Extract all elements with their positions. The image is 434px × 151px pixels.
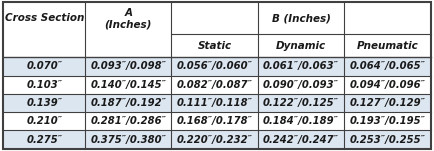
Text: 0.061″/0.063″: 0.061″/0.063″ — [263, 61, 339, 71]
Text: 0.168″/0.178″: 0.168″/0.178″ — [177, 116, 253, 126]
Text: 0.375″/0.380″: 0.375″/0.380″ — [90, 135, 166, 145]
Text: 0.127″/0.129″: 0.127″/0.129″ — [349, 98, 425, 108]
Text: 0.253″/0.255″: 0.253″/0.255″ — [349, 135, 425, 145]
Bar — [3, 57, 431, 76]
Text: 0.093″/0.098″: 0.093″/0.098″ — [90, 61, 166, 71]
Text: 0.139″: 0.139″ — [26, 98, 62, 108]
Text: 0.094″/0.096″: 0.094″/0.096″ — [349, 80, 425, 90]
Text: Cross Section: Cross Section — [5, 13, 84, 23]
Text: 0.111″/0.118″: 0.111″/0.118″ — [177, 98, 253, 108]
Text: 0.187″/0.192″: 0.187″/0.192″ — [90, 98, 166, 108]
Text: 0.281″/0.286″: 0.281″/0.286″ — [90, 116, 166, 126]
Text: 0.242″/0.247″: 0.242″/0.247″ — [263, 135, 339, 145]
Bar — [3, 130, 431, 149]
Bar — [3, 34, 431, 57]
Text: 0.122″/0.125″: 0.122″/0.125″ — [263, 98, 339, 108]
Text: Static: Static — [197, 41, 232, 51]
Text: 0.064″/0.065″: 0.064″/0.065″ — [349, 61, 425, 71]
Text: 0.184″/0.189″: 0.184″/0.189″ — [263, 116, 339, 126]
Text: 0.070″: 0.070″ — [26, 61, 62, 71]
Bar — [3, 2, 431, 34]
Bar — [3, 94, 431, 112]
Text: A
(Inches): A (Inches) — [105, 8, 152, 29]
Text: 0.090″/0.093″: 0.090″/0.093″ — [263, 80, 339, 90]
Text: Dynamic: Dynamic — [276, 41, 326, 51]
Text: 0.193″/0.195″: 0.193″/0.195″ — [349, 116, 425, 126]
Bar — [3, 76, 431, 94]
Text: Pneumatic: Pneumatic — [356, 41, 418, 51]
Text: 0.220″/0.232″: 0.220″/0.232″ — [177, 135, 253, 145]
Text: 0.056″/0.060″: 0.056″/0.060″ — [177, 61, 253, 71]
Text: B (Inches): B (Inches) — [272, 13, 330, 23]
Text: 0.103″: 0.103″ — [26, 80, 62, 90]
Text: 0.082″/0.087″: 0.082″/0.087″ — [177, 80, 253, 90]
Text: 0.210″: 0.210″ — [26, 116, 62, 126]
Bar — [3, 112, 431, 130]
Text: 0.140″/0.145″: 0.140″/0.145″ — [90, 80, 166, 90]
Text: 0.275″: 0.275″ — [26, 135, 62, 145]
